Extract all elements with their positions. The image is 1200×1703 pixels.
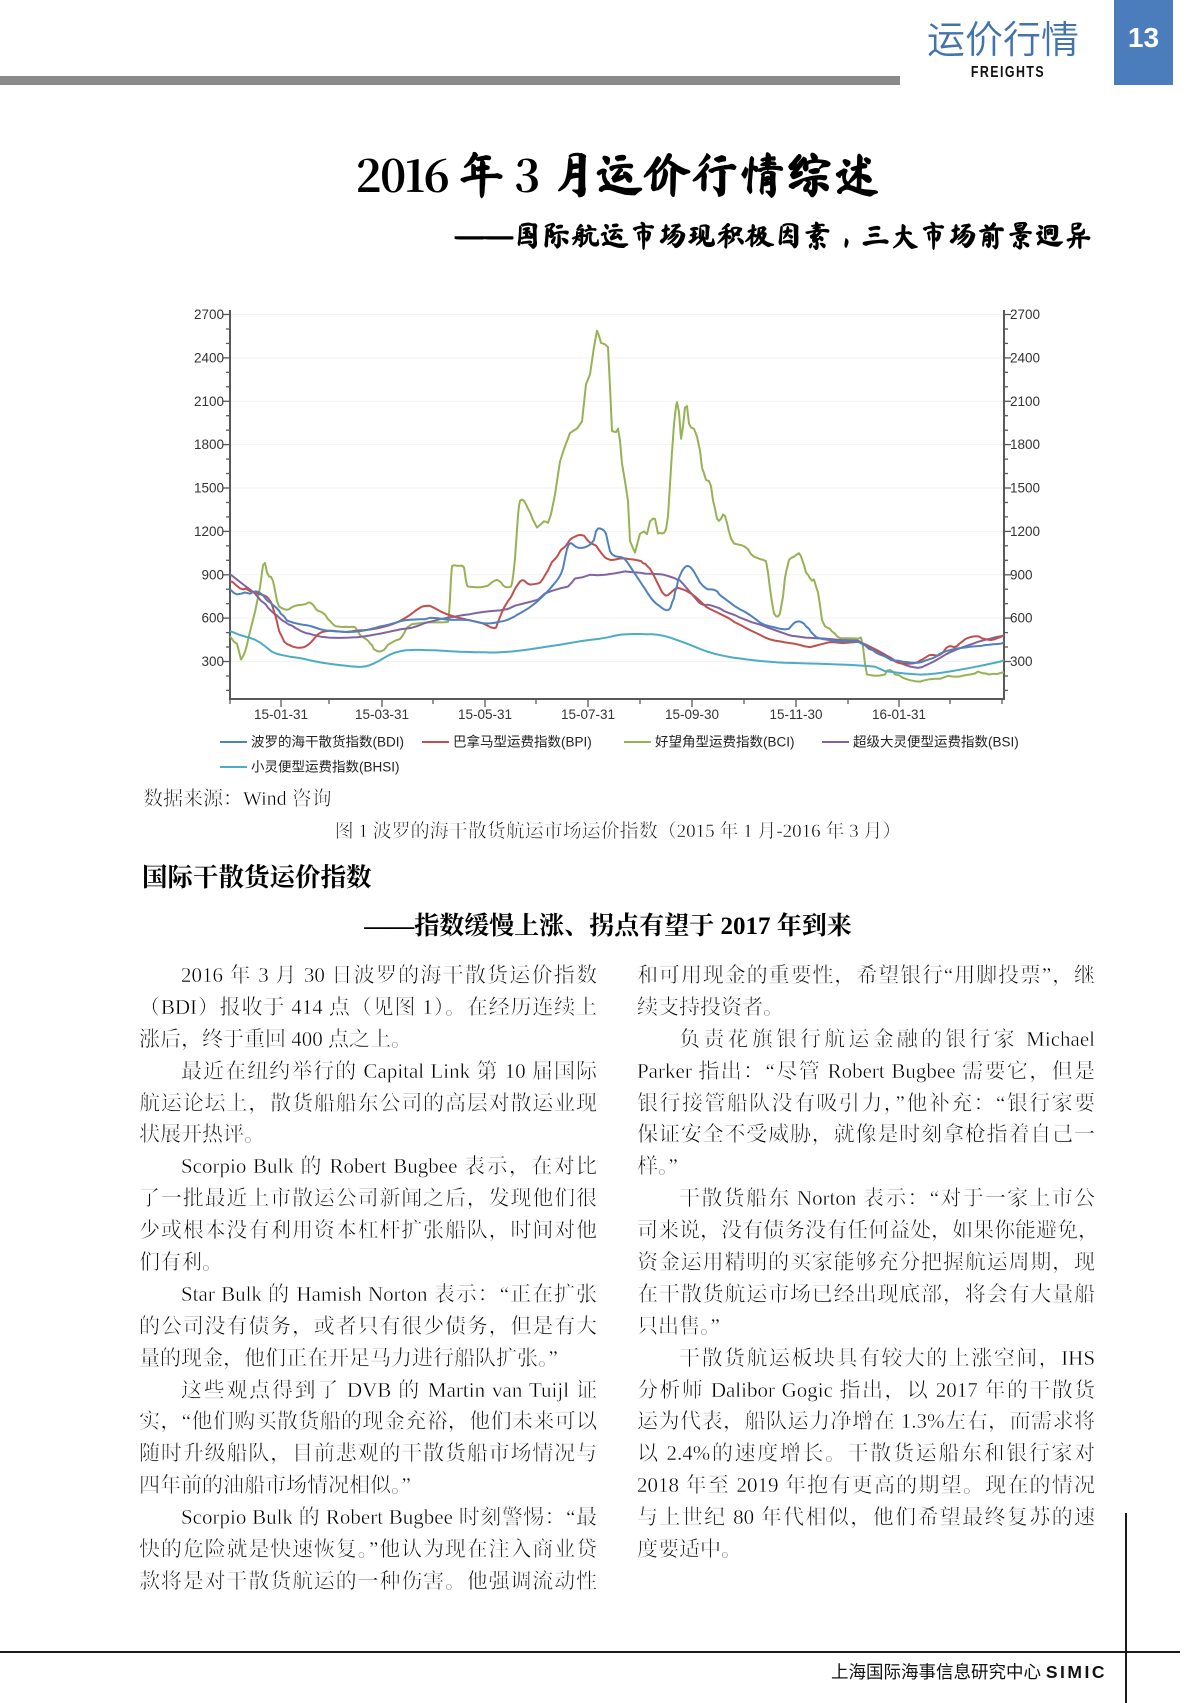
svg-text:小灵便型运费指数(BHSI): 小灵便型运费指数(BHSI) [251,760,400,775]
svg-text:15-01-31: 15-01-31 [254,707,308,722]
svg-text:1800: 1800 [194,437,224,452]
svg-text:1200: 1200 [194,524,224,539]
svg-text:600: 600 [201,611,224,626]
svg-text:1800: 1800 [1010,437,1040,452]
svg-text:300: 300 [1010,654,1033,669]
svg-text:15-11-30: 15-11-30 [769,707,822,722]
svg-text:超级大灵便型运费指数(BSI): 超级大灵便型运费指数(BSI) [853,735,1019,750]
svg-text:好望角型运费指数(BCI): 好望角型运费指数(BCI) [655,735,795,750]
svg-text:15-09-30: 15-09-30 [665,707,719,722]
svg-text:1500: 1500 [194,481,224,496]
svg-text:900: 900 [1010,567,1033,582]
svg-text:2400: 2400 [1010,350,1040,365]
svg-text:波罗的海干散货指数(BDI): 波罗的海干散货指数(BDI) [251,734,404,750]
svg-text:1500: 1500 [1010,481,1040,496]
svg-text:2400: 2400 [194,350,224,365]
svg-text:2700: 2700 [194,307,224,322]
svg-text:15-05-31: 15-05-31 [458,707,512,722]
svg-text:2100: 2100 [1010,394,1040,409]
svg-text:15-07-31: 15-07-31 [561,707,615,722]
svg-text:2700: 2700 [1010,307,1040,322]
svg-text:900: 900 [201,567,224,582]
svg-text:15-03-31: 15-03-31 [355,707,409,722]
svg-text:600: 600 [1010,611,1033,626]
svg-text:16-01-31: 16-01-31 [872,707,926,722]
svg-text:300: 300 [201,654,224,669]
svg-text:2100: 2100 [194,394,224,409]
svg-text:1200: 1200 [1010,524,1040,539]
svg-text:巴拿马型运费指数(BPI): 巴拿马型运费指数(BPI) [453,734,592,750]
